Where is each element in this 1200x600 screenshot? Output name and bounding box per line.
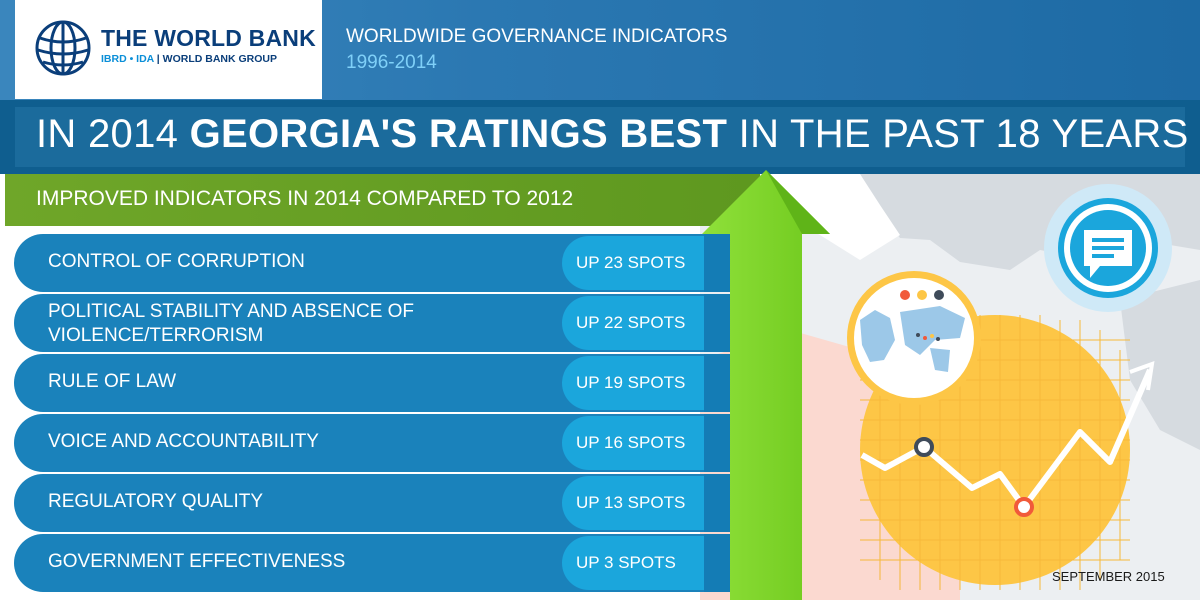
- row-end: [704, 294, 734, 352]
- row-end: [704, 234, 734, 292]
- indicator-row: POLITICAL STABILITY AND ABSENCE OF VIOLE…: [14, 294, 734, 352]
- logo-name: THE WORLD BANK: [101, 25, 316, 51]
- row-end: [704, 414, 734, 472]
- indicator-change: UP 23 SPOTS: [576, 253, 686, 272]
- logo-subtitle: IBRD • IDA | WORLD BANK GROUP: [101, 53, 277, 65]
- indicator-change-badge: UP 23 SPOTS: [562, 236, 706, 290]
- indicator-change-badge: UP 13 SPOTS: [562, 476, 706, 530]
- indicator-change: UP 3 SPOTS: [576, 553, 676, 572]
- indicator-change-badge: UP 16 SPOTS: [562, 416, 706, 470]
- logo-ibrd: IBRD • IDA: [101, 53, 154, 65]
- indicator-change: UP 13 SPOTS: [576, 493, 686, 512]
- indicator-change-badge: UP 22 SPOTS: [562, 296, 706, 350]
- indicator-change-badge: UP 19 SPOTS: [562, 356, 706, 410]
- indicator-row: CONTROL OF CORRUPTION UP 23 SPOTS: [14, 234, 734, 292]
- row-end: [704, 474, 734, 532]
- indicator-label: CONTROL OF CORRUPTION: [48, 251, 305, 272]
- indicator-change: UP 19 SPOTS: [576, 373, 686, 392]
- indicator-label: REGULATORY QUALITY: [48, 491, 264, 512]
- row-end: [704, 354, 734, 412]
- subtitle: IMPROVED INDICATORS IN 2014 COMPARED TO …: [36, 187, 574, 210]
- indicator-change-badge: UP 3 SPOTS: [562, 536, 706, 590]
- indicator-row: RULE OF LAW UP 19 SPOTS: [14, 354, 734, 412]
- world-bank-logo: THE WORLD BANK IBRD • IDA | WORLD BANK G…: [15, 0, 322, 99]
- chat-bubble-icon: [1044, 184, 1172, 312]
- headline-part1: IN 2014: [36, 112, 190, 156]
- subtitle-bar: [5, 174, 760, 226]
- logo-group: WORLD BANK GROUP: [162, 53, 277, 65]
- indicator-label: RULE OF LAW: [48, 371, 177, 392]
- world-map-icon: [847, 271, 981, 405]
- logo-separator: |: [153, 53, 163, 65]
- indicator-label: GOVERNMENT EFFECTIVENESS: [48, 551, 346, 572]
- headline-bold: GEORGIA'S RATINGS BEST: [189, 112, 728, 156]
- headline: IN 2014 GEORGIA'S RATINGS BEST IN THE PA…: [36, 112, 1189, 157]
- indicator-change: UP 22 SPOTS: [576, 313, 686, 332]
- header-years: 1996-2014: [346, 52, 437, 73]
- up-arrow-icon: [702, 170, 830, 600]
- world-bank-globe-icon: [35, 20, 91, 76]
- headline-part2: IN THE PAST 18 YEARS: [727, 112, 1189, 156]
- publication-date: SEPTEMBER 2015: [1052, 569, 1165, 584]
- header-title: WORLDWIDE GOVERNANCE INDICATORS: [346, 26, 728, 47]
- indicator-label: VOICE AND ACCOUNTABILITY: [48, 431, 319, 452]
- indicator-change: UP 16 SPOTS: [576, 433, 686, 452]
- indicator-label: POLITICAL STABILITY AND ABSENCE OF VIOLE…: [48, 301, 415, 346]
- indicator-row: REGULATORY QUALITY UP 13 SPOTS: [14, 474, 734, 532]
- indicator-row: GOVERNMENT EFFECTIVENESS UP 3 SPOTS: [14, 534, 734, 592]
- headline-strip: [15, 107, 1185, 167]
- indicator-row: VOICE AND ACCOUNTABILITY UP 16 SPOTS: [14, 414, 734, 472]
- row-end: [704, 534, 734, 592]
